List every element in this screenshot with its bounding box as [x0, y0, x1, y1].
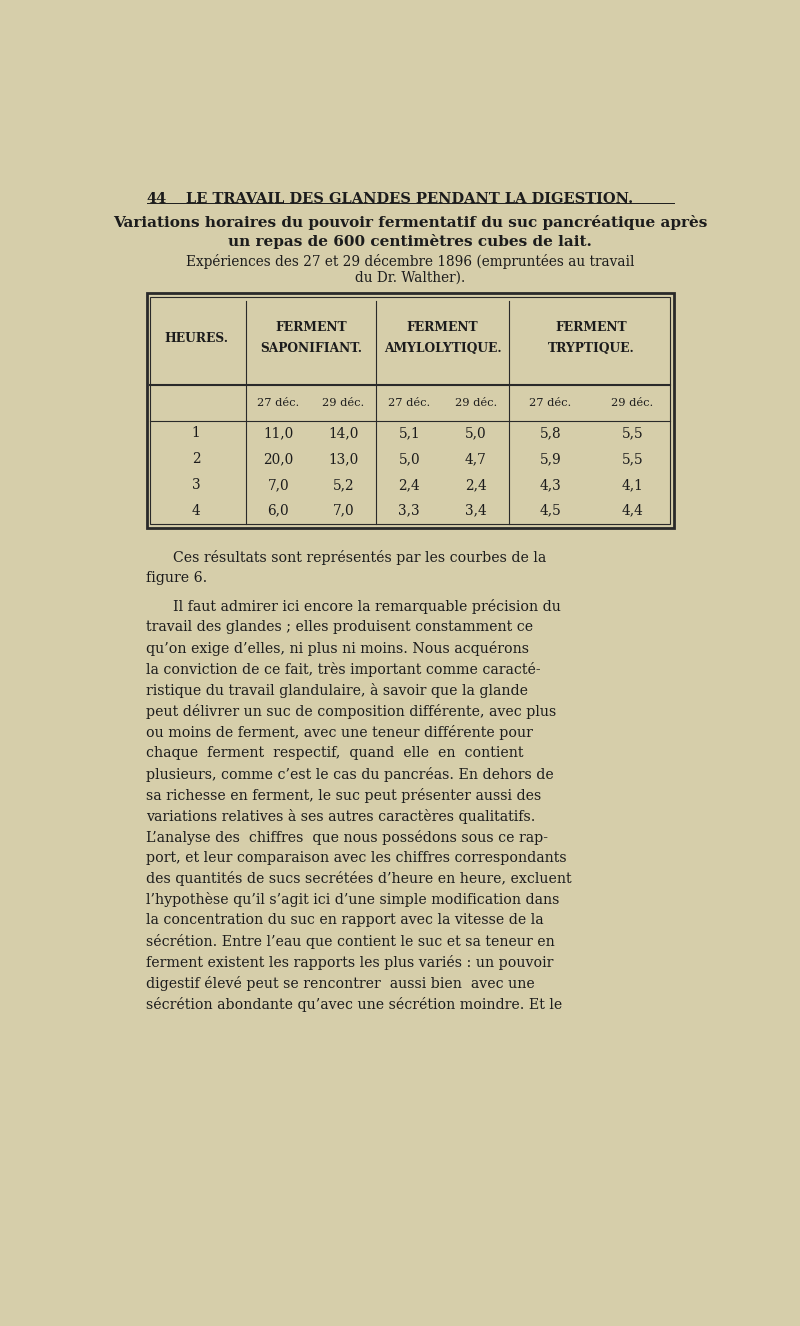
Text: 27 déc.: 27 déc. [388, 398, 430, 407]
Text: Variations horaires du pouvoir fermentatif du suc pancréatique après: Variations horaires du pouvoir fermentat… [113, 215, 707, 231]
Text: 20,0: 20,0 [263, 452, 294, 467]
Text: 5,0: 5,0 [465, 427, 486, 440]
Text: 2,4: 2,4 [398, 477, 420, 492]
Text: 2,4: 2,4 [465, 477, 486, 492]
Text: plusieurs, comme c’est le cas du pancréas. En dehors de: plusieurs, comme c’est le cas du pancréa… [146, 766, 554, 782]
Text: 29 déc.: 29 déc. [322, 398, 365, 407]
Text: L’analyse des  chiffres  que nous possédons sous ce rap-: L’analyse des chiffres que nous possédon… [146, 830, 549, 845]
Text: LE TRAVAIL DES GLANDES PENDANT LA DIGESTION.: LE TRAVAIL DES GLANDES PENDANT LA DIGEST… [186, 192, 634, 206]
Text: des quantités de sucs secrétées d’heure en heure, excluent: des quantités de sucs secrétées d’heure … [146, 871, 572, 887]
Text: 29 déc.: 29 déc. [611, 398, 654, 407]
Text: 4,7: 4,7 [465, 452, 486, 467]
Text: 4: 4 [192, 504, 201, 517]
Text: sécrétion. Entre l’eau que contient le suc et sa teneur en: sécrétion. Entre l’eau que contient le s… [146, 935, 555, 949]
Text: FERMENT: FERMENT [406, 321, 478, 334]
Text: 3,4: 3,4 [465, 504, 486, 517]
Text: 11,0: 11,0 [263, 427, 294, 440]
Text: 44: 44 [146, 192, 166, 206]
Text: variations relatives à ses autres caractères qualitatifs.: variations relatives à ses autres caract… [146, 809, 536, 823]
Text: 2: 2 [192, 452, 201, 467]
Text: la concentration du suc en rapport avec la vitesse de la: la concentration du suc en rapport avec … [146, 914, 544, 927]
Text: sécrétion abondante qu’avec une sécrétion moindre. Et le: sécrétion abondante qu’avec une sécrétio… [146, 997, 562, 1012]
Text: 3,3: 3,3 [398, 504, 420, 517]
Text: FERMENT: FERMENT [275, 321, 346, 334]
Text: 29 déc.: 29 déc. [454, 398, 497, 407]
Text: du Dr. Walther).: du Dr. Walther). [355, 271, 465, 284]
Text: 5,5: 5,5 [622, 427, 643, 440]
Bar [150, 297, 670, 524]
Text: Walther: Walther [386, 271, 440, 284]
Text: digestif élevé peut se rencontrer  aussi bien  avec une: digestif élevé peut se rencontrer aussi … [146, 976, 535, 991]
Text: Il faut admirer ici encore la remarquable précision du: Il faut admirer ici encore la remarquabl… [173, 599, 561, 614]
Text: 5,8: 5,8 [539, 427, 561, 440]
Text: ferment existent les rapports les plus variés : un pouvoir: ferment existent les rapports les plus v… [146, 955, 554, 971]
Text: 4,1: 4,1 [622, 477, 643, 492]
Text: 13,0: 13,0 [328, 452, 358, 467]
Text: 6,0: 6,0 [267, 504, 289, 517]
Text: 3: 3 [192, 477, 201, 492]
Text: 5,9: 5,9 [539, 452, 561, 467]
Text: 14,0: 14,0 [328, 427, 358, 440]
Text: Expériences des 27 et 29 décembre 1896 (empruntées au travail: Expériences des 27 et 29 décembre 1896 (… [186, 255, 634, 269]
Text: figure 6.: figure 6. [146, 572, 208, 585]
Text: 5,0: 5,0 [398, 452, 420, 467]
Text: Ces résultats sont représentés par les courbes de la: Ces résultats sont représentés par les c… [173, 550, 546, 565]
Text: chaque  ferment  respectif,  quand  elle  en  contient: chaque ferment respectif, quand elle en … [146, 745, 524, 760]
Text: ristique du travail glandulaire, à savoir que la glande: ristique du travail glandulaire, à savoi… [146, 683, 529, 697]
Text: l’hypothèse qu’il s’agit ici d’une simple modification dans: l’hypothèse qu’il s’agit ici d’une simpl… [146, 892, 560, 907]
Text: port, et leur comparaison avec les chiffres correspondants: port, et leur comparaison avec les chiff… [146, 850, 567, 865]
Text: un repas de 600 centimètres cubes de lait.: un repas de 600 centimètres cubes de lai… [228, 233, 592, 249]
Text: 7,0: 7,0 [267, 477, 289, 492]
Text: TRYPTIQUE.: TRYPTIQUE. [548, 342, 634, 354]
Text: ou moins de ferment, avec une teneur différente pour: ou moins de ferment, avec une teneur dif… [146, 725, 534, 740]
Text: qu’on exige d’elles, ni plus ni moins. Nous acquérons: qu’on exige d’elles, ni plus ni moins. N… [146, 642, 530, 656]
Text: peut délivrer un suc de composition différente, avec plus: peut délivrer un suc de composition diff… [146, 704, 557, 719]
Text: 4,4: 4,4 [622, 504, 643, 517]
Text: 1: 1 [192, 427, 201, 440]
Text: AMYLOLYTIQUE.: AMYLOLYTIQUE. [384, 342, 502, 354]
Text: SAPONIFIANT.: SAPONIFIANT. [260, 342, 362, 354]
Text: sa richesse en ferment, le suc peut présenter aussi des: sa richesse en ferment, le suc peut prés… [146, 788, 542, 802]
Text: 27 déc.: 27 déc. [257, 398, 299, 407]
Text: travail des glandes ; elles produisent constamment ce: travail des glandes ; elles produisent c… [146, 621, 534, 634]
Text: 4,3: 4,3 [539, 477, 561, 492]
Text: FERMENT: FERMENT [555, 321, 627, 334]
Bar [146, 293, 674, 528]
Text: 5,5: 5,5 [622, 452, 643, 467]
Text: 5,1: 5,1 [398, 427, 420, 440]
Text: la conviction de ce fait, très important comme caracté-: la conviction de ce fait, très important… [146, 662, 541, 678]
Text: 4,5: 4,5 [539, 504, 561, 517]
Text: HEURES.: HEURES. [164, 333, 228, 345]
Text: 5,2: 5,2 [333, 477, 354, 492]
Text: 27 déc.: 27 déc. [529, 398, 571, 407]
Text: 7,0: 7,0 [333, 504, 354, 517]
